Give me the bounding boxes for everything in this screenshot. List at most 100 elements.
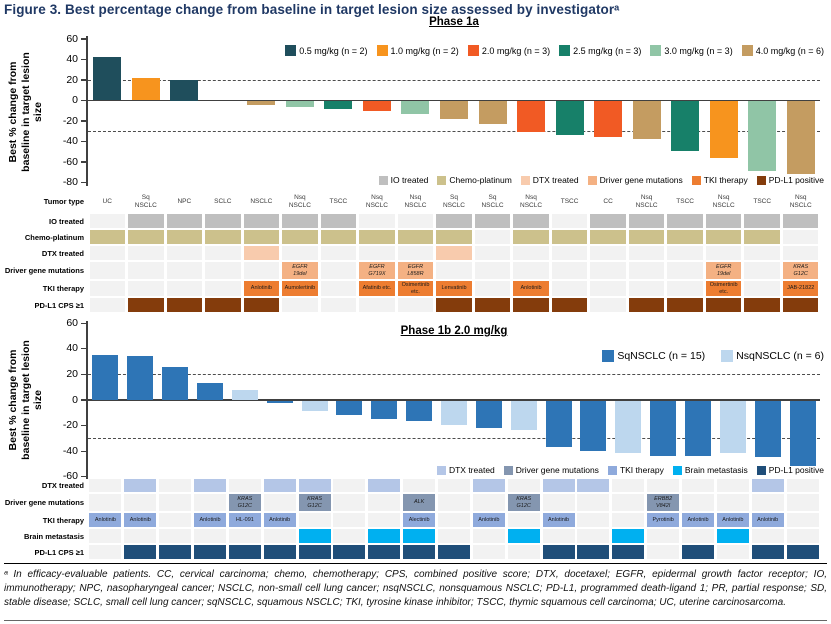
reference-line <box>88 131 820 133</box>
legend-item: NsqNSCLC (n = 6) <box>721 350 824 362</box>
table-cell <box>333 513 366 527</box>
legend-item: Chemo-platinum <box>437 175 512 185</box>
table-cell <box>282 230 318 244</box>
y-tick-label: -60 <box>62 155 78 168</box>
table-cell <box>159 545 192 559</box>
y-tick-label: 0 <box>72 94 78 106</box>
table-row-label: Driver gene mutations <box>4 498 84 507</box>
table-cell <box>320 298 357 312</box>
table-cell <box>436 262 472 279</box>
table-cell <box>194 545 226 559</box>
legend-swatch-icon <box>376 45 388 56</box>
table-cell <box>682 545 714 559</box>
y-axis-line <box>86 321 88 479</box>
bar <box>709 101 738 158</box>
legend-label: SqNSCLC (n = 15) <box>617 350 706 362</box>
tumor-type-cell: UC <box>102 197 112 205</box>
bar <box>650 400 677 456</box>
legend-label: Brain metastasis <box>684 465 748 475</box>
table-row-label: Brain metastasis <box>23 531 84 541</box>
legend-swatch-icon <box>520 175 530 185</box>
table-cell: EGFR 19del <box>282 262 318 279</box>
legend-item: TKI therapy <box>691 175 748 185</box>
y-tick-label: 60 <box>66 316 78 329</box>
y-tick-mark <box>81 399 86 401</box>
bar <box>594 101 623 138</box>
table-row-label: Tumor type <box>43 197 84 206</box>
table-row-label: PD-L1 CPS ≥1 <box>34 547 84 557</box>
table-cell <box>472 494 505 511</box>
table-cell <box>551 262 588 279</box>
table-cell <box>542 529 575 543</box>
table-cell <box>786 513 819 527</box>
table-cell <box>705 214 742 228</box>
table-cell <box>359 246 395 260</box>
table-cell <box>551 298 588 312</box>
table-cell <box>436 214 472 228</box>
legend-label: 2.0 mg/kg (n = 3) <box>481 45 551 56</box>
tumor-type-cell: Nsq NSCLC <box>404 194 427 209</box>
bar <box>162 366 189 400</box>
table-cell <box>438 494 470 511</box>
table-cell <box>397 230 434 244</box>
table-cell <box>359 298 395 312</box>
bar <box>170 80 199 101</box>
bar <box>555 101 584 136</box>
table-cell <box>205 230 241 244</box>
legend-item: 3.0 mg/kg (n = 3) <box>650 45 733 56</box>
bar <box>301 400 328 412</box>
table-cell <box>263 494 296 511</box>
legend-item: Driver gene mutations <box>503 465 599 475</box>
table-cell <box>436 230 472 244</box>
table-cell <box>628 281 665 296</box>
bar <box>517 101 546 133</box>
bar <box>93 57 122 101</box>
table-cell <box>590 246 626 260</box>
tumor-type-cell: Sq NSCLC <box>134 194 157 209</box>
table-cell <box>667 230 703 244</box>
table-cell <box>298 479 331 492</box>
table-cell <box>228 545 261 559</box>
legend-item: PD-L1 positive <box>756 465 824 475</box>
legend-swatch-icon <box>378 175 388 185</box>
legend-item: 4.0 mg/kg (n = 6) <box>741 45 824 56</box>
table-cell <box>590 298 626 312</box>
table-cell <box>744 298 780 312</box>
table-cell: KRAS G12C <box>228 494 261 511</box>
table-cell <box>166 262 203 279</box>
tumor-type-cell: NPC <box>177 197 192 205</box>
table-cell <box>551 230 588 244</box>
table-cell <box>474 281 511 296</box>
table-cell <box>320 262 357 279</box>
table-cell <box>159 494 192 511</box>
table-cell <box>368 494 401 511</box>
table-cell <box>590 262 626 279</box>
y-tick-label: 0 <box>72 393 78 406</box>
table-cell <box>751 545 784 559</box>
table-cell <box>128 214 164 228</box>
table-cell <box>682 494 714 511</box>
table-cell <box>243 230 280 244</box>
dose-legend: 0.5 mg/kg (n = 2) 1.0 mg/kg (n = 2) 2.0 mg… <box>285 45 824 56</box>
table-cell <box>243 246 280 260</box>
legend-swatch-icon <box>672 465 682 475</box>
bar <box>197 383 223 400</box>
bar <box>478 101 507 124</box>
table-cell: Anlotinib <box>243 281 280 296</box>
table-cell <box>667 262 703 279</box>
table-cell <box>551 246 588 260</box>
table-cell <box>243 298 280 312</box>
table-cell <box>228 529 261 543</box>
table-cell <box>166 230 203 244</box>
tumor-type-cell: TSCC <box>560 197 579 205</box>
y-tick-label: 40 <box>66 342 78 355</box>
bar <box>362 101 391 111</box>
table-cell <box>263 529 296 543</box>
legend-swatch-icon <box>607 465 617 475</box>
table-cell <box>368 545 401 559</box>
bar <box>786 101 815 175</box>
table-cell <box>705 246 742 260</box>
table-cell <box>705 230 742 244</box>
table-cell <box>507 529 540 543</box>
table-cell <box>667 298 703 312</box>
